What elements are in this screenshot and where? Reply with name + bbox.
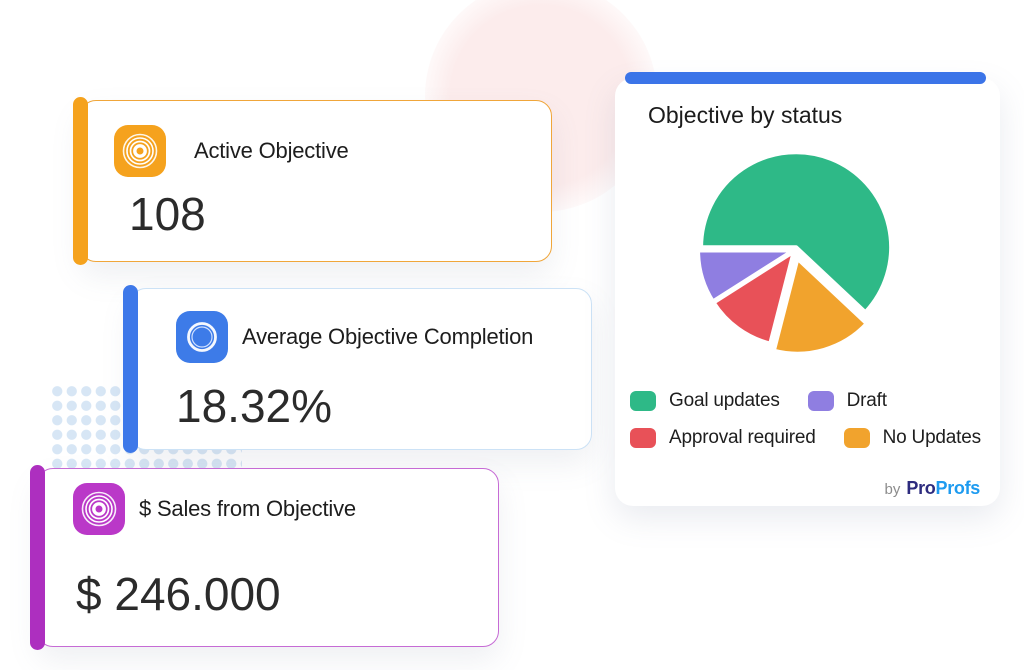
card-top-accent-bar: [625, 72, 986, 84]
pie-slice-no-updates: [771, 256, 869, 356]
stat-label: $ Sales from Objective: [139, 496, 356, 521]
stat-label: Active Objective: [194, 138, 349, 163]
legend-item-draft: Draft: [807, 390, 887, 412]
chart-title: Objective by status: [648, 102, 843, 128]
target-ripple-icon: [114, 125, 166, 177]
chart-card-objective-by-status: Objective by status Goal updates Draft App…: [615, 72, 1000, 506]
pie-slice-approval-required: [711, 249, 796, 346]
legend-label: No Updates: [882, 427, 982, 448]
legend-swatch-no-updates: [843, 428, 870, 448]
legend-label: Draft: [846, 390, 887, 411]
legend-item-no-updates: No Updates: [843, 427, 982, 449]
stat-card-sales-from-objective: $ Sales from Objective $ 246.000: [30, 465, 499, 650]
stat-value: $ 246.000: [76, 568, 281, 620]
card-header: $ Sales from Objective: [38, 469, 498, 535]
stat-label: Average Objective Completion: [242, 324, 534, 349]
branding-profs-text: Profs: [935, 478, 980, 498]
branding-by-text: by: [884, 481, 901, 498]
legend-swatch-draft: [807, 391, 834, 411]
pie-slice-goal-updates: [699, 150, 894, 315]
card-header: Average Objective Completion: [131, 289, 591, 363]
proprofs-branding[interactable]: by ProProfs: [884, 478, 981, 499]
legend-swatch-goal-updates: [630, 391, 656, 411]
chart-legend: Goal updates Draft Approval required No Upd…: [630, 390, 981, 449]
stat-value: 108: [129, 188, 206, 240]
legend-row: Approval required No Updates: [630, 427, 981, 449]
legend-label: Goal updates: [669, 390, 780, 411]
stat-card-average-objective-completion: Average Objective Completion 18.32%: [123, 285, 592, 453]
accent-bar: [123, 285, 138, 453]
stat-value: 18.32%: [176, 380, 333, 432]
accent-bar: [30, 465, 45, 650]
pie-chart: [696, 150, 894, 356]
stat-card-active-objective: Active Objective 108: [73, 97, 552, 265]
card-header: Active Objective: [81, 101, 551, 177]
legend-row: Goal updates Draft: [630, 390, 981, 412]
circle-ring-icon: [176, 311, 228, 363]
accent-bar: [73, 97, 88, 265]
legend-label: Approval required: [669, 427, 816, 448]
pie-slice-draft: [696, 248, 796, 304]
legend-item-approval-required: Approval required: [630, 427, 816, 449]
legend-item-goal-updates: Goal updates: [630, 390, 780, 412]
branding-pro-text: Pro: [906, 478, 936, 498]
target-ripple-icon: [73, 483, 125, 535]
legend-swatch-approval-required: [630, 428, 656, 448]
